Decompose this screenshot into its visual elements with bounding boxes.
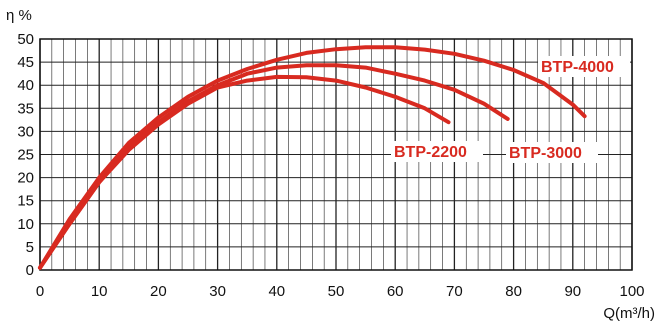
series-label-background <box>538 56 630 77</box>
y-axis-label: η % <box>6 7 32 24</box>
axes <box>39 38 633 271</box>
y-tick-labels: 0 5 10 15 20 25 30 35 40 45 50 <box>17 31 34 279</box>
x-tick-label: 90 <box>564 283 581 300</box>
x-tick-label: 60 <box>387 283 404 300</box>
y-tick-label: 45 <box>17 54 34 71</box>
series-label-btp-3000: BTP-3000 <box>509 145 582 162</box>
y-tick-label: 35 <box>17 100 34 117</box>
plot-frame <box>39 38 633 271</box>
x-tick-label: 30 <box>209 283 226 300</box>
y-tick-label: 0 <box>26 262 34 279</box>
x-tick-label: 70 <box>446 283 463 300</box>
x-tick-label: 40 <box>268 283 285 300</box>
y-tick-label: 5 <box>26 239 34 256</box>
y-tick-label: 15 <box>17 193 34 210</box>
series-label-background <box>391 141 483 162</box>
y-tick-label: 30 <box>17 123 34 140</box>
y-tick-label: 10 <box>17 216 34 233</box>
x-tick-label: 80 <box>505 283 522 300</box>
x-tick-label: 10 <box>91 283 108 300</box>
series-label-btp-2200: BTP-2200 <box>394 144 467 161</box>
y-tick-label: 20 <box>17 170 34 187</box>
y-tick-label: 40 <box>17 77 34 94</box>
x-tick-labels: 0 10 20 30 40 50 60 70 80 90 100 <box>36 283 645 300</box>
x-tick-label: 50 <box>328 283 345 300</box>
series-line-btp-4000 <box>38 45 587 270</box>
series-line-btp-3000 <box>38 63 510 270</box>
x-tick-label: 0 <box>36 283 44 300</box>
x-tick-label: 100 <box>619 283 644 300</box>
series-label-background <box>506 142 598 163</box>
x-axis-label: Q(m³/h) <box>603 305 655 322</box>
x-tick-label: 20 <box>150 283 167 300</box>
y-tick-label: 25 <box>17 147 34 164</box>
y-tick-label: 50 <box>17 31 34 48</box>
series-lines <box>38 45 587 270</box>
series-label-btp-4000: BTP-4000 <box>541 59 614 76</box>
series-labels: BTP-2200 BTP-3000 BTP-4000 <box>391 56 630 163</box>
